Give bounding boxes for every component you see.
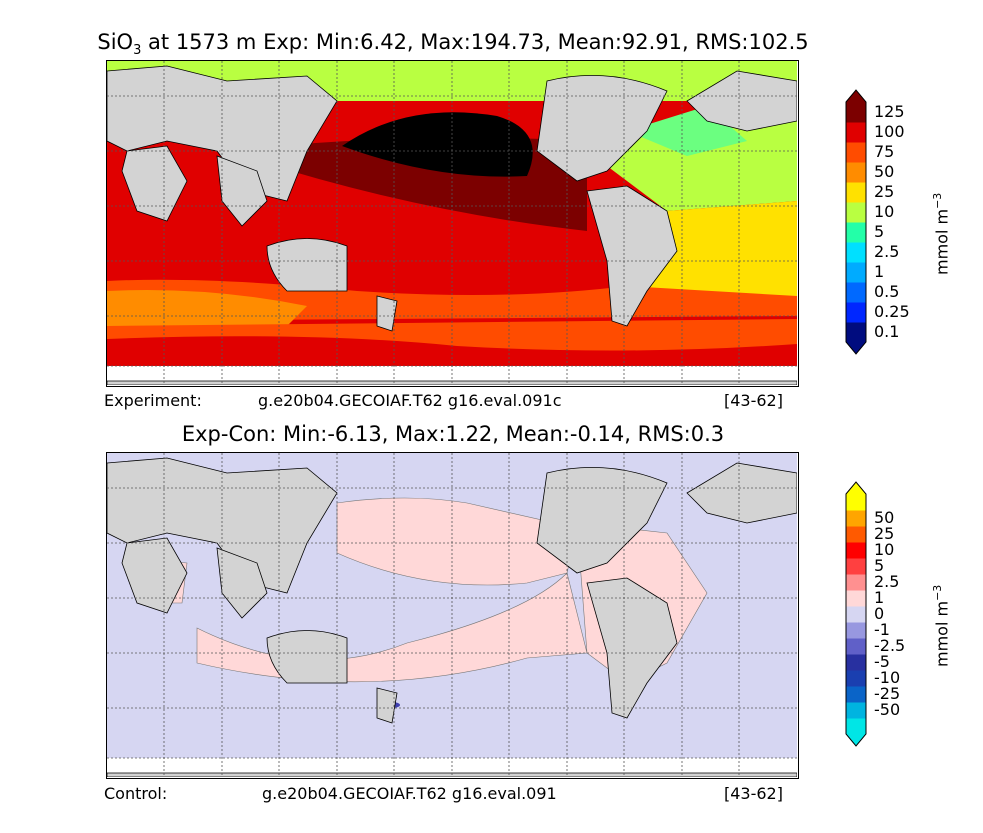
panel2-colorbar [845, 481, 867, 747]
southern-band-orange [107, 290, 307, 326]
positive-north-pacific [336, 497, 578, 586]
panel1-footer-case: g.e20b04.GECOIAF.T62 g16.eval.091c [258, 391, 562, 410]
colorbar-segment [846, 322, 866, 343]
colorbar-segment [846, 638, 866, 655]
colorbar-tick-label: 25 [874, 182, 895, 201]
colorbar-segment [846, 718, 866, 735]
colorbar-segment [846, 606, 866, 623]
colorbar-segment [846, 590, 866, 607]
colorbar-tick-label: 0.25 [874, 302, 910, 321]
antarctic-ice [107, 366, 797, 385]
colorbar-tick-label: 125 [874, 102, 905, 121]
colorbar-tick-label: 2.5 [874, 572, 900, 591]
panel2-footer-label: Control: [104, 784, 168, 803]
colorbar-tick-label: 50 [874, 508, 895, 527]
gridlines [107, 453, 797, 777]
colorbar-segment [846, 494, 866, 511]
colorbar-tick-label: -5 [874, 652, 890, 671]
colorbar-segment [846, 242, 866, 263]
panel1-footer-years: [43-62] [724, 391, 783, 410]
colorbar-extend-max [846, 482, 866, 494]
colorbar-segment [846, 670, 866, 687]
panel2-title: Exp-Con: Min:-6.13, Max:1.22, Mean:-0.14… [181, 422, 725, 446]
colorbar-segment [846, 542, 866, 559]
colorbar-tick-label: 0.1 [874, 322, 900, 341]
colorbar-tick-label: 100 [874, 122, 905, 141]
colorbar-segment [846, 654, 866, 671]
colorbar-extend-min [846, 734, 866, 746]
colorbar-tick-label: 2.5 [874, 242, 900, 261]
colorbar-tick-label: 0.5 [874, 282, 900, 301]
antarctic-ice [107, 758, 797, 777]
colorbar-segment [846, 574, 866, 591]
colorbar-segment [846, 558, 866, 575]
colorbar-outline [845, 481, 867, 747]
panel1-units: mmol m−3 [931, 192, 952, 275]
colorbar-tick-label: 0 [874, 604, 885, 623]
colorbar-tick-label: 25 [874, 524, 895, 543]
colorbar-segment [846, 102, 866, 123]
panel1-colorbar [845, 89, 867, 355]
colorbar-segment [846, 122, 866, 143]
colorbar-tick-label: 5 [874, 556, 885, 575]
colorbar-tick-label: -2.5 [874, 636, 906, 655]
colorbar-segment [846, 222, 866, 243]
south-atlantic [647, 201, 797, 296]
colorbar-tick-label: 1 [874, 262, 885, 281]
panel2-units: mmol m−3 [931, 584, 952, 667]
colorbar-tick-label: 1 [874, 588, 885, 607]
difference-map[interactable] [106, 452, 799, 779]
experiment-map[interactable] [106, 60, 799, 387]
colorbar-segment [846, 162, 866, 183]
colorbar-tick-label: 10 [874, 202, 895, 221]
colorbar-tick-label: -50 [874, 700, 901, 719]
colorbar-segment [846, 302, 866, 323]
colorbar-segment [846, 702, 866, 719]
colorbar-tick-label: 75 [874, 142, 895, 161]
colorbar-segment [846, 526, 866, 543]
colorbar-segment [846, 622, 866, 639]
colorbar-segment [846, 510, 866, 527]
colorbar-segment [846, 262, 866, 283]
gridlines [107, 61, 797, 385]
colorbar-tick-label: -25 [874, 684, 901, 703]
panel1-footer-label: Experiment: [104, 391, 202, 410]
colorbar-segment [846, 142, 866, 163]
north-pacific-max [342, 112, 533, 177]
colorbar-tick-label: 50 [874, 162, 895, 181]
panel2-footer-years: [43-62] [724, 784, 783, 803]
panel1-title: SiO3 at 1573 m Exp: Min:6.42, Max:194.73… [97, 30, 809, 59]
colorbar-outline [845, 89, 867, 355]
colorbar-segment [846, 686, 866, 703]
colorbar-tick-label: 5 [874, 222, 885, 241]
colorbar-tick-label: -10 [874, 668, 901, 687]
colorbar-tick-label: -1 [874, 620, 890, 639]
colorbar-segment [846, 182, 866, 203]
land [107, 457, 797, 777]
panel2-footer-case: g.e20b04.GECOIAF.T62 g16.eval.091 [262, 784, 557, 803]
southern-band-3 [107, 336, 797, 366]
colorbar-extend-max [846, 90, 866, 102]
colorbar-tick-label: 10 [874, 540, 895, 559]
colorbar-extend-min [846, 342, 866, 354]
colorbar-segment [846, 202, 866, 223]
colorbar-segment [846, 282, 866, 303]
